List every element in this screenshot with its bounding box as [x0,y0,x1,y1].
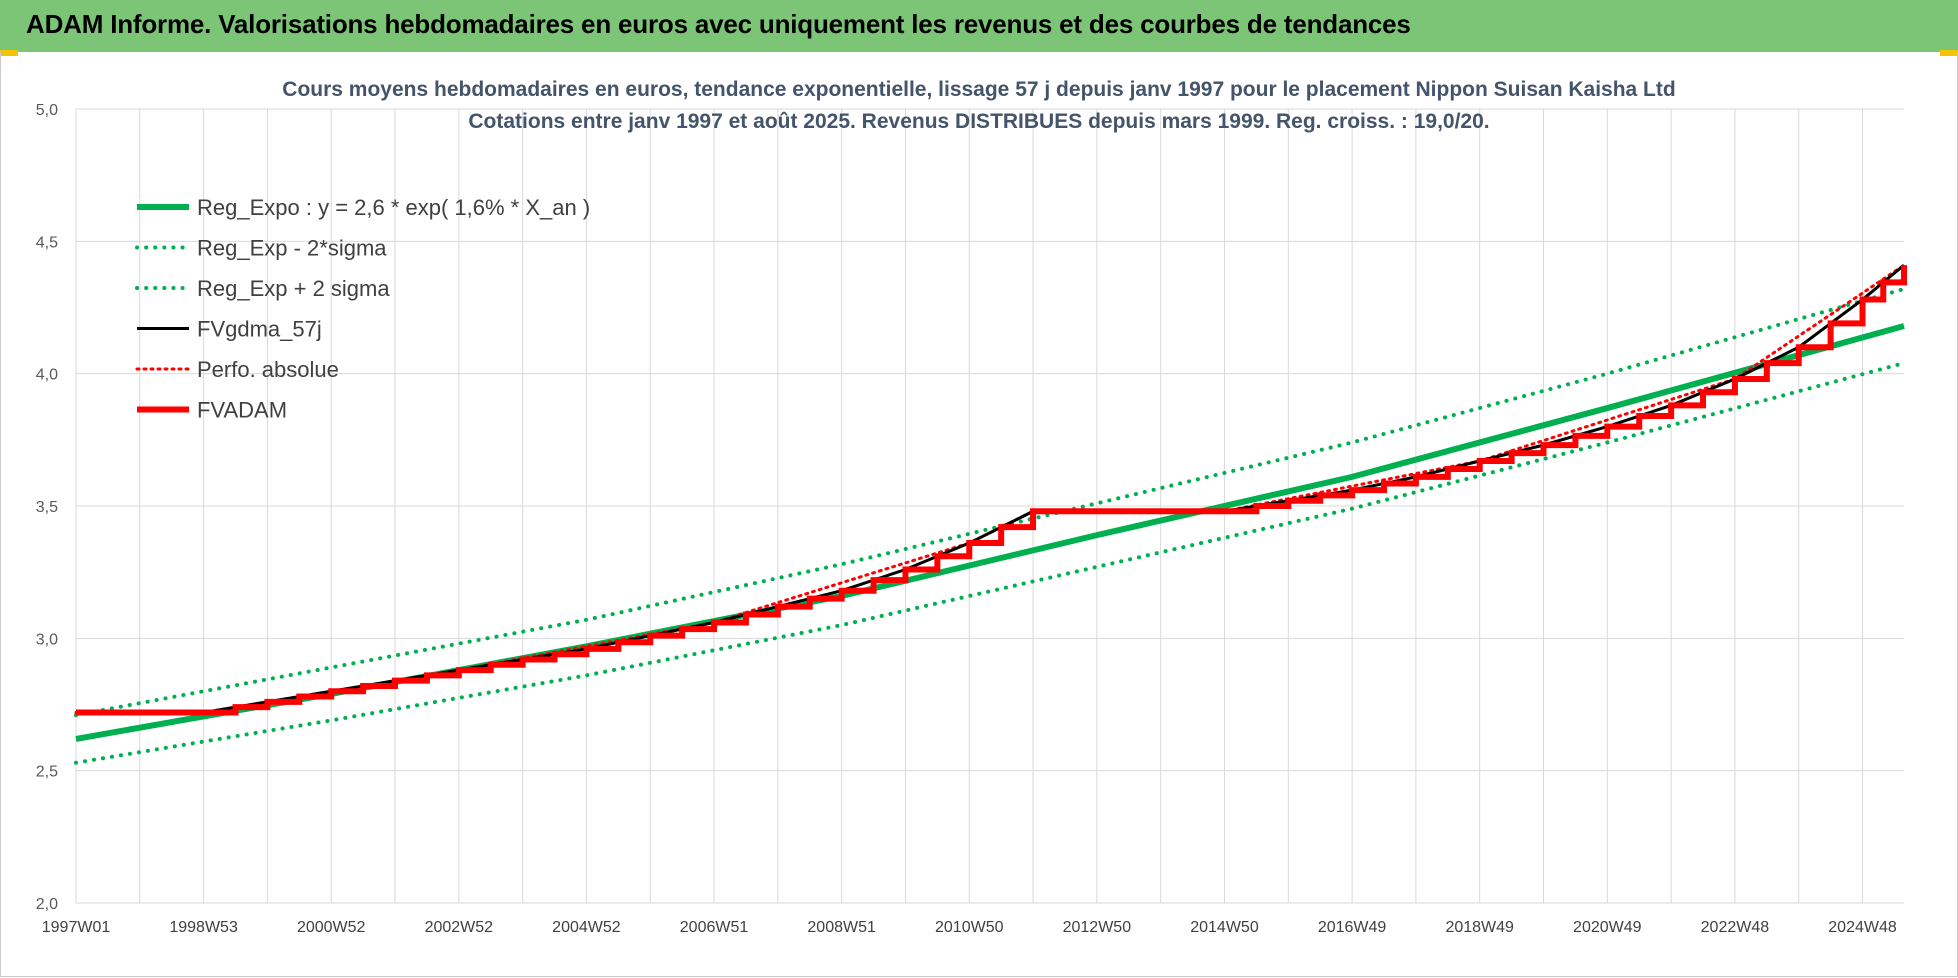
y-tick-label: 3,5 [36,499,58,516]
y-tick-label: 2,5 [36,764,58,781]
x-tick-label: 2012W50 [1063,919,1132,936]
series-line [74,361,1906,765]
corner-marker-left [0,50,18,56]
legend-label: Reg_Expo : y = 2,6 * exp( 1,6% * X_an ) [197,195,590,220]
x-tick-label: 1998W53 [169,919,238,936]
series-line [74,263,1906,714]
x-tick-label: 2000W52 [297,919,366,936]
header-bar: ADAM Informe. Valorisations hebdomadaire… [0,0,1958,52]
x-tick-label: 2002W52 [425,919,494,936]
axes: 2,0 2,5 3,0 3,5 4,0 4,5 5,0 1997W01 1998W53 2000W… [36,102,1897,936]
y-tick-label: 2,0 [36,896,58,913]
chart-area: 2,0 2,5 3,0 3,5 4,0 4,5 5,0 1997W01 1998W53 2000W… [0,52,1958,977]
chart-title-line1: Cours moyens hebdomadaires en euros, ten… [282,78,1675,101]
x-tick-label: 2020W49 [1573,919,1642,936]
legend-label: Perfo. absolue [197,357,339,382]
y-tick-label: 4,0 [36,367,58,384]
page-title: ADAM Informe. Valorisations hebdomadaire… [26,9,1411,39]
y-tick-label: 3,0 [36,631,58,648]
legend-label: FVgdma_57j [197,317,322,342]
series-lines [74,263,1907,765]
legend-label: FVADAM [197,398,287,423]
line-chart: 2,0 2,5 3,0 3,5 4,0 4,5 5,0 1997W01 1998W53 2000W… [36,78,1907,936]
series-line [74,286,1906,718]
grid [75,108,1904,904]
x-tick-label: 2010W50 [935,919,1004,936]
x-tick-label: 1997W01 [42,919,111,936]
y-tick-label: 5,0 [36,102,58,119]
x-tick-label: 2018W49 [1445,919,1514,936]
legend-label: Reg_Exp - 2*sigma [197,236,387,261]
series-line [76,263,1905,714]
series-line [76,265,1907,716]
chart-title-line2: Cotations entre janv 1997 et août 2025. … [468,110,1489,133]
x-tick-label: 2006W51 [680,919,749,936]
corner-marker-right [1940,50,1958,56]
x-tick-label: 2022W48 [1701,919,1770,936]
x-tick-label: 2014W50 [1190,919,1259,936]
x-tick-label: 2024W48 [1828,919,1897,936]
legend-label: Reg_Exp + 2 sigma [197,276,390,301]
x-tick-label: 2008W51 [807,919,876,936]
legend: Reg_Expo : y = 2,6 * exp( 1,6% * X_an ) R… [135,195,590,423]
y-tick-label: 4,5 [36,234,58,251]
x-tick-label: 2016W49 [1318,919,1387,936]
x-tick-label: 2004W52 [552,919,621,936]
